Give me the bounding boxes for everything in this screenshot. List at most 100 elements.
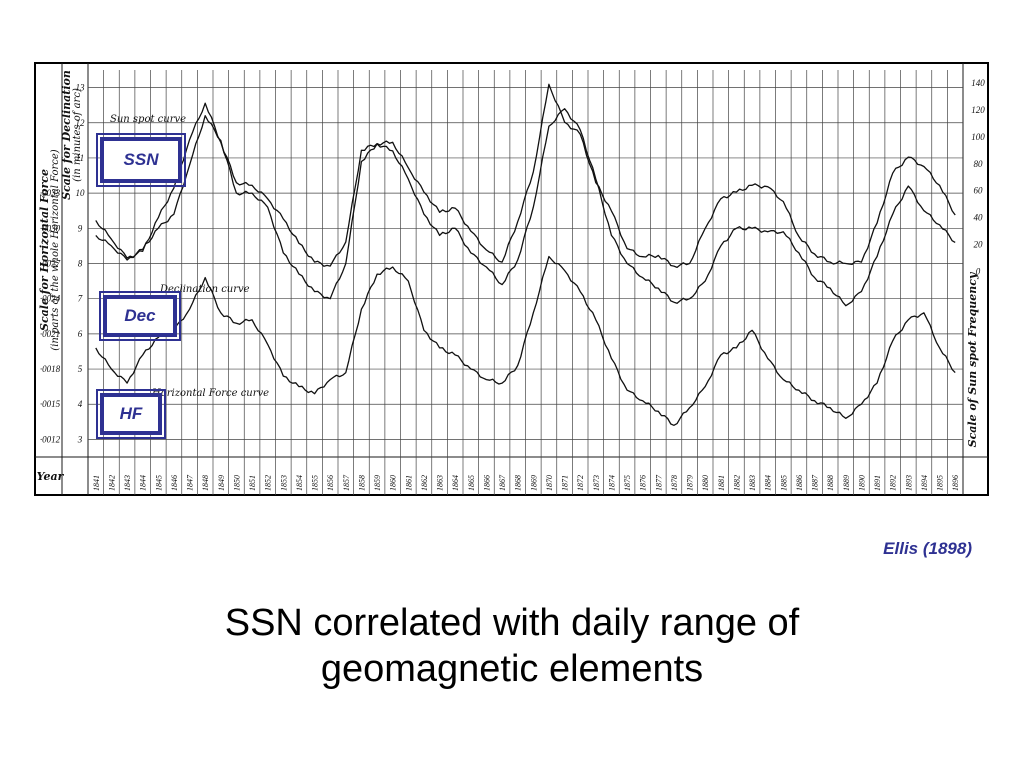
x-axis-label: Year	[37, 470, 65, 483]
hf-axis-tick: ·0033	[40, 188, 61, 198]
year-tick: 1870	[545, 475, 554, 491]
ssn-axis-tick: 0	[976, 267, 981, 277]
chart-curves	[95, 83, 956, 426]
year-tick: 1877	[654, 474, 663, 491]
ssn-axis-tick: 140	[971, 78, 985, 88]
year-tick: 1845	[154, 475, 163, 491]
year-tick: 1853	[279, 475, 288, 491]
year-tick: 1872	[576, 475, 585, 491]
year-tick: 1843	[123, 475, 132, 491]
citation-credit: Ellis (1898)	[883, 539, 972, 558]
year-tick: 1891	[873, 475, 882, 491]
slide-title: SSN correlated with daily range of geoma…	[0, 600, 1024, 692]
year-tick: 1844	[139, 475, 148, 491]
dec-axis-tick: 13	[76, 83, 86, 93]
dec-axis-label: Scale for Declination	[60, 70, 73, 200]
hf-axis-tick: ·0030	[40, 223, 61, 233]
year-tick: 1871	[561, 475, 570, 491]
hf-axis-tick: ·0012	[40, 434, 61, 444]
dec-axis-tick: 4	[78, 399, 83, 409]
sunspot-curve	[95, 83, 956, 269]
slide-title-line-2: geomagnetic elements	[320, 648, 704, 690]
year-tick: 1869	[529, 475, 538, 491]
year-tick: 1850	[232, 475, 241, 491]
year-tick: 1879	[686, 475, 695, 491]
dec-axis-tick: 12	[76, 118, 86, 128]
year-tick: 1885	[779, 475, 788, 491]
ssn-axis-tick: 60	[974, 186, 984, 196]
year-tick: 1865	[467, 475, 476, 491]
year-tick: 1856	[326, 475, 335, 491]
year-tick: 1875	[623, 475, 632, 491]
ssn-label: SSN	[123, 150, 159, 169]
dec-axis-tick: 10	[76, 188, 86, 198]
year-tick: 1866	[482, 475, 491, 491]
declination-curve-annotation: Declination curve	[159, 284, 250, 295]
ssn-axis-tick: 20	[974, 240, 984, 250]
chart-text: 3 4 5 6 7 8 9 10 11 12 13 ·0012 ·0015 ·0018 ·0021 ·0024…	[37, 70, 986, 491]
hf-axis-label: Scale for Horizontal Force	[38, 169, 51, 331]
hf-axis-tick: ·0018	[40, 364, 61, 374]
dec-axis-tick: 3	[77, 434, 83, 444]
horizontal-force-curve	[95, 255, 956, 426]
chart-frame	[34, 62, 989, 496]
ssn-axis-tick: 100	[971, 132, 985, 142]
hf-label: HF	[119, 404, 143, 423]
hf-axis-sublabel: (in parts of the whole Horizontal Force)	[50, 149, 61, 350]
year-tick: 1860	[389, 475, 398, 491]
ssn-axis-tick: 80	[974, 159, 984, 169]
declination-curve	[95, 108, 956, 307]
year-tick: 1864	[451, 475, 460, 491]
year-tick: 1867	[498, 474, 507, 491]
year-tick: 1846	[170, 475, 179, 491]
year-tick: 1894	[920, 475, 929, 491]
dec-axis-tick: 11	[76, 153, 84, 163]
year-tick: 1848	[201, 475, 210, 491]
year-tick: 1874	[607, 475, 616, 491]
year-tick: 1887	[811, 474, 820, 491]
chart-grid	[34, 62, 989, 496]
year-tick: 1852	[264, 475, 273, 491]
year-tick: 1881	[717, 475, 726, 491]
hf-axis-tick: ·0015	[40, 399, 61, 409]
year-tick: 1842	[107, 475, 116, 491]
year-tick: 1859	[373, 475, 382, 491]
hf-label-box: HF	[96, 389, 166, 439]
year-tick: 1858	[357, 475, 366, 491]
ssn-axis-label: Scale of Sun spot Frequency	[966, 271, 979, 447]
dec-axis-tick: 9	[78, 223, 83, 233]
year-tick: 1862	[420, 475, 429, 491]
year-tick: 1861	[404, 475, 413, 491]
year-tick: 1878	[670, 475, 679, 491]
hf-axis-tick: ·0024	[40, 294, 61, 304]
year-tick: 1849	[217, 475, 226, 491]
year-tick: 1892	[889, 475, 898, 491]
year-tick: 1889	[842, 475, 851, 491]
slide-title-line-1: SSN correlated with daily range of	[224, 602, 800, 644]
year-tick: 1841	[92, 475, 101, 491]
ssn-axis-tick: 40	[974, 213, 984, 223]
year-tick: 1895	[936, 475, 945, 491]
dec-axis-tick: 6	[78, 329, 83, 339]
dec-axis-tick: 5	[78, 364, 83, 374]
dec-axis-tick: 7	[78, 294, 83, 304]
year-tick: 1857	[342, 474, 351, 491]
year-tick: 1854	[295, 475, 304, 491]
dec-label-box: Dec	[99, 291, 181, 341]
ssn-label-box: SSN	[96, 133, 186, 187]
year-tick: 1893	[904, 475, 913, 491]
year-tick: 1884	[764, 475, 773, 491]
year-tick: 1880	[701, 475, 710, 491]
dec-label: Dec	[124, 306, 156, 325]
year-tick: 1847	[186, 474, 195, 491]
year-tick: 1873	[592, 475, 601, 491]
year-tick: 1883	[748, 475, 757, 491]
year-tick: 1882	[732, 475, 741, 491]
year-tick: 1890	[857, 475, 866, 491]
year-tick: 1876	[639, 475, 648, 491]
year-tick: 1896	[951, 475, 960, 491]
year-tick: 1855	[311, 475, 320, 491]
dec-axis-tick: 8	[78, 259, 83, 269]
year-tick: 1888	[826, 475, 835, 491]
